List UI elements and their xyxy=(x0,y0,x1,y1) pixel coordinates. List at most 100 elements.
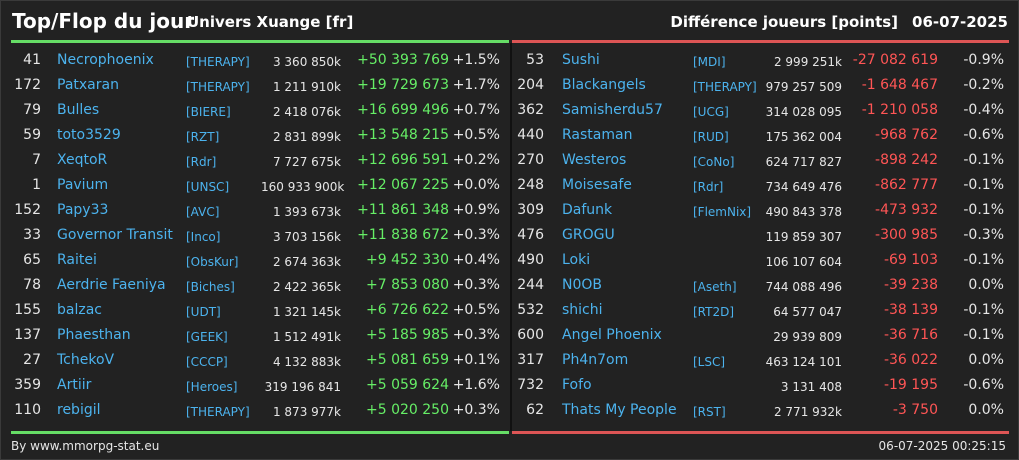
player-name-link[interactable]: balzac xyxy=(57,302,102,318)
percent-change: +0.9% xyxy=(452,202,500,218)
player-name-link[interactable]: Governor Transit xyxy=(57,227,173,243)
top-row: 27 TchekoV [CCCP] 4 132 883k +5 081 659 +0.1% xyxy=(11,348,509,373)
player-name-link[interactable]: Bulles xyxy=(57,102,100,118)
percent-change: +0.3% xyxy=(452,327,500,343)
flop-section-bar xyxy=(512,40,1009,43)
percent-change: +0.0% xyxy=(452,177,500,193)
alliance-link[interactable]: [RUD] xyxy=(693,130,729,144)
player-rank: 244 xyxy=(517,277,544,293)
flop-row: 244 N0OB [Aseth] 744 088 496 -39 238 0.0% xyxy=(512,273,1010,298)
percent-change: -0.9% xyxy=(963,52,1004,68)
alliance-link[interactable]: [UDT] xyxy=(186,305,221,319)
player-name-link[interactable]: Pavium xyxy=(57,177,109,193)
alliance-link[interactable]: [THERAPY] xyxy=(186,55,250,69)
alliance-link[interactable]: [BIERE] xyxy=(186,105,231,119)
player-name-link[interactable]: Raitei xyxy=(57,252,97,268)
player-rank: 270 xyxy=(517,152,544,168)
alliance-link[interactable]: [Aseth] xyxy=(693,280,737,294)
player-name-link[interactable]: Ph4n7om xyxy=(562,352,629,368)
top-row: 152 Papy33 [AVC] 1 393 673k +11 861 348 +0.9% xyxy=(11,198,509,223)
percent-change: 0.0% xyxy=(968,277,1004,293)
player-name-link[interactable]: Angel Phoenix xyxy=(562,327,662,343)
alliance-link[interactable]: [Biches] xyxy=(186,280,235,294)
alliance-link[interactable]: [RT2D] xyxy=(693,305,735,319)
player-name-link[interactable]: Sushi xyxy=(562,52,600,68)
player-name-link[interactable]: Papy33 xyxy=(57,202,109,218)
player-name-link[interactable]: Necrophoenix xyxy=(57,52,154,68)
alliance-link[interactable]: [Rdr] xyxy=(693,180,724,194)
player-name-link[interactable]: XeqtoR xyxy=(57,152,108,168)
points-difference: +9 452 330 xyxy=(366,252,449,268)
player-name-link[interactable]: Artiir xyxy=(57,377,92,393)
alliance-link[interactable]: [Heroes] xyxy=(186,380,238,394)
points-difference: -1 648 467 xyxy=(861,77,938,93)
player-rank: 532 xyxy=(517,302,544,318)
player-name-link[interactable]: TchekoV xyxy=(57,352,115,368)
alliance-link[interactable]: [Inco] xyxy=(186,230,221,244)
top-row: 79 Bulles [BIERE] 2 418 076k +16 699 496 +0.7… xyxy=(11,98,509,123)
player-name-link[interactable]: Loki xyxy=(562,252,591,268)
player-name-link[interactable]: Moisesafe xyxy=(562,177,632,193)
points-difference: -38 139 xyxy=(883,302,938,318)
alliance-link[interactable]: [THERAPY] xyxy=(186,80,250,94)
alliance-link[interactable]: [ObsKur] xyxy=(186,255,239,269)
points-difference: -39 238 xyxy=(883,277,938,293)
points-difference: +11 861 348 xyxy=(357,202,449,218)
flop-row: 309 Dafunk [FlemNix] 490 843 378 -473 932 -0.… xyxy=(512,198,1010,223)
player-name-link[interactable]: GROGU xyxy=(562,227,615,243)
points-difference: +12 696 591 xyxy=(357,152,449,168)
player-rank: 476 xyxy=(517,227,544,243)
alliance-link[interactable]: [Rdr] xyxy=(186,155,217,169)
top-row: 155 balzac [UDT] 1 321 145k +6 726 622 +0.5% xyxy=(11,298,509,323)
alliance-link[interactable]: [THERAPY] xyxy=(186,405,250,419)
player-rank: 248 xyxy=(517,177,544,193)
points-difference: -27 082 619 xyxy=(852,52,938,68)
player-name-link[interactable]: Samisherdu57 xyxy=(562,102,663,118)
player-name-link[interactable]: Thats My People xyxy=(562,402,677,418)
player-name-link[interactable]: Aerdrie Faeniya xyxy=(57,277,166,293)
player-points: 1 211 910k xyxy=(272,80,341,94)
player-name-link[interactable]: Phaesthan xyxy=(57,327,131,343)
player-name-link[interactable]: Blackangels xyxy=(562,77,646,93)
player-name-link[interactable]: Westeros xyxy=(562,152,627,168)
percent-change: +0.7% xyxy=(452,102,500,118)
player-points: 744 088 496 xyxy=(765,280,842,294)
percent-change: +0.3% xyxy=(452,227,500,243)
alliance-link[interactable]: [GEEK] xyxy=(186,330,228,344)
points-difference: -36 716 xyxy=(883,327,938,343)
alliance-link[interactable]: [UNSC] xyxy=(186,180,230,194)
alliance-link[interactable]: [CoNo] xyxy=(693,155,735,169)
alliance-link[interactable]: [AVC] xyxy=(186,205,220,219)
points-difference: -473 932 xyxy=(875,202,938,218)
player-points: 463 124 101 xyxy=(765,355,842,369)
alliance-link[interactable]: [UCG] xyxy=(693,105,729,119)
date-label: 06-07-2025 xyxy=(912,13,1008,31)
player-name-link[interactable]: shichi xyxy=(562,302,603,318)
player-rank: 62 xyxy=(526,402,544,418)
alliance-link[interactable]: [RST] xyxy=(693,405,726,419)
top-row: 41 Necrophoenix [THERAPY] 3 360 850k +50 393… xyxy=(11,48,509,73)
player-name-link[interactable]: Rastaman xyxy=(562,127,633,143)
flop-row: 362 Samisherdu57 [UCG] 314 028 095 -1 210 05… xyxy=(512,98,1010,123)
percent-change: -0.1% xyxy=(963,177,1004,193)
player-points: 64 577 047 xyxy=(773,305,842,319)
top-row: 59 toto3529 [RZT] 2 831 899k +13 548 215 +0.5… xyxy=(11,123,509,148)
player-name-link[interactable]: Patxaran xyxy=(57,77,119,93)
points-difference: -300 985 xyxy=(875,227,938,243)
player-name-link[interactable]: toto3529 xyxy=(57,127,121,143)
alliance-link[interactable]: [RZT] xyxy=(186,130,220,144)
player-name-link[interactable]: rebigil xyxy=(57,402,101,418)
player-name-link[interactable]: N0OB xyxy=(562,277,603,293)
alliance-link[interactable]: [MDI] xyxy=(693,55,726,69)
points-difference: -968 762 xyxy=(875,127,938,143)
player-points: 3 360 850k xyxy=(272,55,341,69)
player-name-link[interactable]: Fofo xyxy=(562,377,592,393)
player-points: 1 512 491k xyxy=(272,330,341,344)
alliance-link[interactable]: [LSC] xyxy=(693,355,726,369)
player-name-link[interactable]: Dafunk xyxy=(562,202,613,218)
alliance-link[interactable]: [THERAPY] xyxy=(693,80,757,94)
alliance-link[interactable]: [FlemNix] xyxy=(693,205,752,219)
player-points: 2 674 363k xyxy=(272,255,341,269)
alliance-link[interactable]: [CCCP] xyxy=(186,355,228,369)
source-link[interactable]: By www.mmorpg-stat.eu xyxy=(11,439,160,453)
